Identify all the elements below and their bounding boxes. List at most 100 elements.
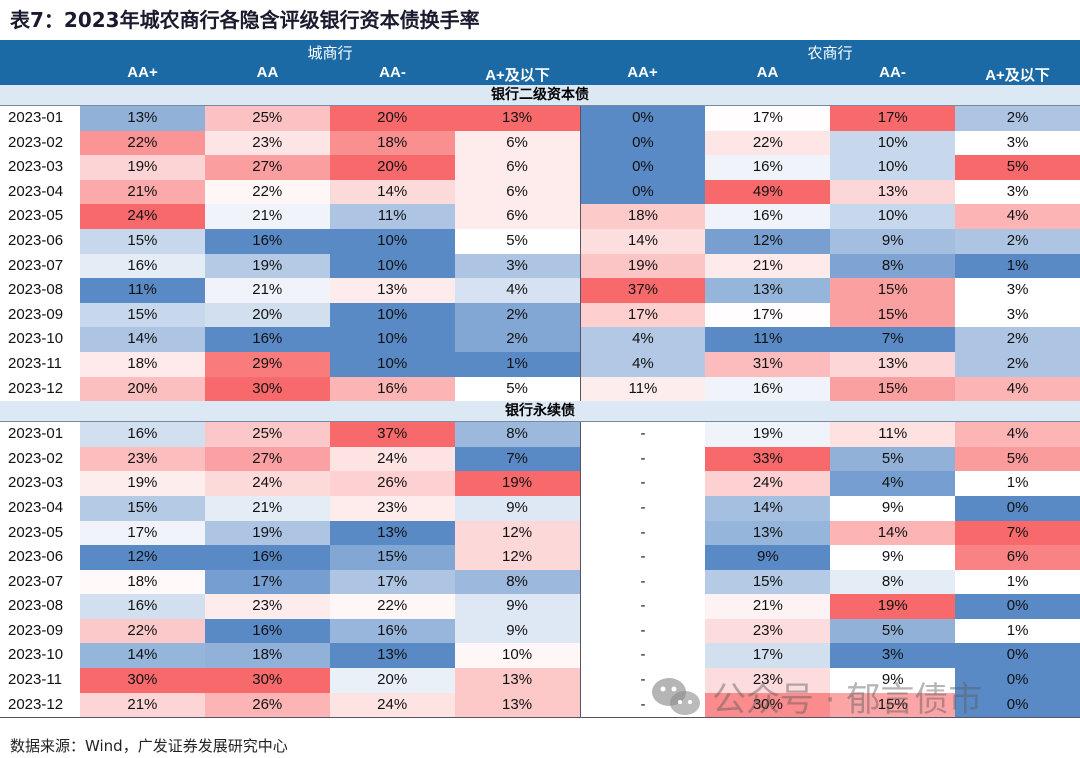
row-month-label: 2023-04 [8, 182, 64, 200]
heatmap-cell: 31% [705, 351, 831, 377]
table-header: 城商行 农商行 AA+ AA AA- A+及以下 AA+ AA AA- A+及以下 [0, 40, 1080, 85]
heatmap-cell: 18% [79, 351, 205, 377]
heatmap-cell: 16% [79, 253, 205, 279]
heatmap-cell: 8% [830, 569, 956, 595]
heatmap-cell: 12% [79, 545, 205, 570]
heatmap-cell: 2% [955, 106, 1080, 131]
row-month-label: 2023-12 [8, 379, 64, 397]
heatmap-cell: 1% [454, 351, 580, 377]
table-row: 2023-03 19% 24% 26% 19% -24% 4% 1% [0, 471, 1080, 496]
heatmap-cell: 0% [579, 179, 706, 205]
heatmap-cell: 13% [329, 643, 455, 669]
heatmap-cell: 9% [830, 545, 956, 570]
heatmap-cell: 16% [329, 376, 455, 402]
heatmap-cell: 22% [329, 594, 455, 619]
column-header: AA- [379, 64, 406, 81]
heatmap-cell: 15% [79, 228, 205, 254]
heatmap-cell: 4% [830, 471, 956, 496]
row-month-label: 2023-10 [8, 646, 64, 664]
table-row: 2023-06 15% 16% 10% 5% 14% 12% 9% 2% [0, 228, 1080, 254]
row-month-label: 2023-06 [8, 231, 64, 249]
heatmap-cell: - [579, 446, 706, 472]
heatmap-cell: 10% [329, 351, 455, 377]
table-row: 2023-09 22% 16% 16% 9% -23% 5% 1% [0, 618, 1080, 644]
table-bottom-border [0, 717, 1080, 719]
heatmap-cell: 10% [830, 130, 956, 156]
heatmap-cell: 13% [454, 692, 580, 718]
table-row: 2023-02 23% 27% 24% 7% -33% 5% 5% [0, 446, 1080, 472]
heatmap-cell: 4% [454, 278, 580, 303]
heatmap-cell: 24% [204, 471, 330, 496]
heatmap-cell: 21% [204, 204, 330, 229]
heatmap-cell: 30% [204, 668, 330, 693]
heatmap-cell: 17% [79, 520, 205, 546]
heatmap-cell: 17% [579, 302, 706, 328]
row-month-label: 2023-11 [8, 671, 62, 689]
source-note: 数据来源：Wind，广发证券发展研究中心 [10, 737, 288, 755]
row-month-label: 2023-08 [8, 597, 64, 615]
table-row: 2023-12 20% 30% 16% 5% 11% 16% 15% 4% [0, 376, 1080, 402]
table-row: 2023-11 18% 29% 10% 1% 4% 31% 13% 2% [0, 351, 1080, 377]
heatmap-cell: 33% [705, 446, 831, 472]
table-row: 2023-09 15% 20% 10% 2% 17% 17% 15% 3% [0, 302, 1080, 328]
heatmap-cell: 19% [830, 594, 956, 619]
heatmap-cell: 6% [454, 155, 580, 180]
heatmap-cell: 21% [204, 278, 330, 303]
heatmap-cell: 19% [204, 520, 330, 546]
heatmap-cell: 16% [204, 618, 330, 644]
heatmap-cell: 10% [329, 302, 455, 328]
heatmap-cell: - [579, 618, 706, 644]
heatmap-cell: 16% [79, 422, 205, 447]
heatmap-cell: - [579, 668, 706, 693]
heatmap-cell: 5% [454, 376, 580, 402]
heatmap-cell: 27% [204, 446, 330, 472]
table-row: 2023-07 16% 19% 10% 3% 19% 21% 8% 1% [0, 253, 1080, 279]
table-row: 2023-11 30% 30% 20% 13% -23% 9% 0% [0, 668, 1080, 693]
table-row: 2023-06 12% 16% 15% 12% -9% 9% 6% [0, 545, 1080, 570]
heatmap-cell: 4% [955, 376, 1080, 402]
table-row: 2023-03 19% 27% 20% 6% 0% 16% 10% 5% [0, 155, 1080, 180]
table-row: 2023-05 17% 19% 13% 12% -13% 14% 7% [0, 520, 1080, 546]
heatmap-cell: 3% [454, 253, 580, 279]
heatmap-cell: 22% [79, 618, 205, 644]
heatmap-cell: 15% [329, 545, 455, 570]
heatmap-cell: 23% [705, 668, 831, 693]
column-header: AA- [879, 64, 906, 81]
row-month-label: 2023-09 [8, 621, 64, 639]
heatmap-cell: 4% [955, 204, 1080, 229]
heatmap-cell: 12% [454, 520, 580, 546]
heatmap-cell: 1% [955, 618, 1080, 644]
heatmap-cell: 8% [454, 422, 580, 447]
section-header: 银行永续债 [0, 401, 1080, 423]
heatmap-cell: 20% [329, 155, 455, 180]
heatmap-cell: 23% [204, 594, 330, 619]
column-header: A+及以下 [985, 67, 1050, 84]
heatmap-cell: 9% [830, 668, 956, 693]
column-header: AA+ [627, 64, 658, 81]
heatmap-cell: 23% [204, 130, 330, 156]
heatmap-cell: 9% [454, 594, 580, 619]
heatmap-cell: 14% [705, 495, 831, 521]
heatmap-cell: 6% [955, 545, 1080, 570]
heatmap-cell: 29% [204, 351, 330, 377]
heatmap-cell: 11% [830, 422, 956, 447]
heatmap-cell: 22% [204, 179, 330, 205]
table-row: 2023-04 15% 21% 23% 9% -14% 9% 0% [0, 495, 1080, 521]
heatmap-cell: 19% [79, 155, 205, 180]
heatmap-cell: 18% [204, 643, 330, 669]
heatmap-cell: 10% [830, 155, 956, 180]
heatmap-cell: 17% [830, 106, 956, 131]
heatmap-cell: 30% [204, 376, 330, 402]
heatmap-cell: - [579, 594, 706, 619]
group-header-city-banks: 城商行 [307, 44, 353, 62]
heatmap-cell: 2% [955, 327, 1080, 352]
table-row: 2023-12 21% 26% 24% 13% -30% 15% 0% [0, 692, 1080, 718]
heatmap-cell: 9% [705, 545, 831, 570]
heatmap-cell: 2% [955, 351, 1080, 377]
heatmap-cell: 14% [79, 643, 205, 669]
heatmap-cell: 10% [830, 204, 956, 229]
column-header: AA [756, 64, 779, 81]
heatmap-cell: 22% [705, 130, 831, 156]
table-title: 表7：2023年城农商行各隐含评级银行资本债换手率 [10, 8, 480, 32]
heatmap-cell: 27% [204, 155, 330, 180]
